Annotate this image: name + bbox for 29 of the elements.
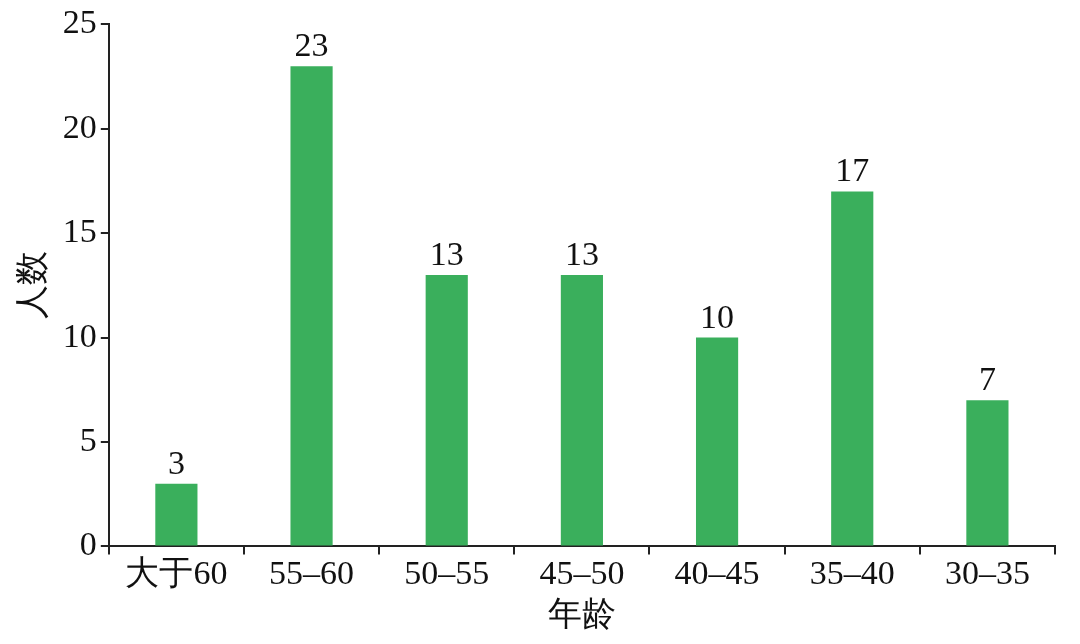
x-tick-label: 45–50 [539, 553, 625, 591]
x-tick-label: 40–45 [674, 553, 760, 591]
y-axis-title: 人数 [13, 251, 51, 320]
x-tick-label: 30–35 [944, 553, 1030, 591]
bar [966, 400, 1009, 546]
data-label: 7 [978, 360, 996, 398]
bar [425, 274, 468, 546]
x-tick-label: 35–40 [809, 553, 895, 591]
data-label: 3 [167, 443, 185, 481]
y-tick-label: 10 [62, 316, 97, 354]
y-tick-label: 25 [62, 3, 97, 41]
y-tick-label: 15 [62, 212, 97, 250]
data-label: 13 [564, 234, 599, 272]
bar [155, 483, 198, 546]
x-axis-title: 年龄 [547, 594, 616, 632]
data-label: 13 [429, 234, 464, 272]
y-tick-label: 20 [62, 107, 97, 145]
data-label: 10 [700, 297, 735, 335]
data-label: 23 [294, 26, 329, 64]
x-tick-label: 55–60 [269, 553, 355, 591]
bar [560, 274, 603, 546]
bar [695, 337, 739, 546]
x-tick-label: 50–55 [404, 553, 490, 591]
data-label: 17 [835, 151, 870, 189]
y-tick-label: 5 [79, 420, 97, 458]
y-tick-label: 0 [79, 525, 97, 563]
bar [290, 66, 333, 546]
x-tick-label: 大于60 [125, 553, 228, 591]
bar [831, 191, 874, 546]
